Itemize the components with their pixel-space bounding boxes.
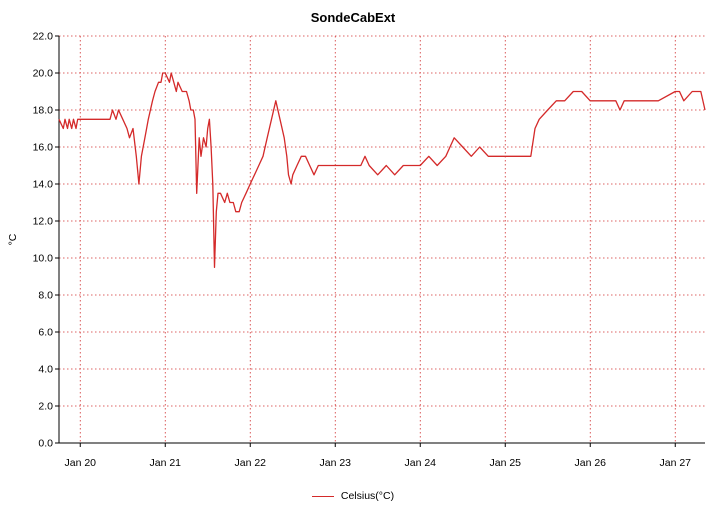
series-line [58, 72, 706, 268]
y-tick-label: 4.0 [38, 364, 53, 376]
y-tick-label: 20.0 [33, 68, 54, 80]
y-tick-label: 22.0 [33, 31, 54, 43]
series-layer [58, 72, 706, 268]
x-tick-label: Jan 23 [319, 457, 351, 469]
legend: Celsius(°C) [0, 490, 706, 502]
x-tick-label: Jan 22 [234, 457, 266, 469]
legend-swatch [311, 495, 334, 497]
y-tick-label: 6.0 [38, 327, 53, 339]
y-tick-label: 0.0 [38, 438, 53, 450]
y-axis-label: °C [7, 233, 19, 245]
x-tick-label: Jan 24 [404, 457, 436, 469]
x-tick-label: Jan 26 [574, 457, 606, 469]
y-tick-label: 8.0 [38, 290, 53, 302]
y-tick-label: 16.0 [33, 142, 54, 154]
grid [59, 35, 705, 443]
x-tick-label: Jan 27 [659, 457, 691, 469]
x-tick-label: Jan 20 [64, 457, 96, 469]
x-axis-ticks: Jan 20 Jan 21 Jan 22 Jan 23 Jan 24 Jan 25 Jan … [64, 443, 691, 469]
y-tick-label: 14.0 [33, 179, 54, 191]
chart-title: SondeCabExt [310, 10, 396, 25]
y-tick-label: 12.0 [33, 216, 54, 228]
x-tick-label: Jan 21 [149, 457, 181, 469]
x-tick-label: Jan 25 [489, 457, 521, 469]
legend-label: Celsius(°C) [340, 490, 395, 503]
y-tick-label: 2.0 [38, 401, 53, 413]
y-tick-label: 18.0 [33, 105, 54, 117]
y-tick-label: 10.0 [33, 253, 54, 265]
y-axis-ticks: 0.0 2.0 4.0 6.0 8.0 10.0 12.0 14.0 16.0 18.0 20.0 2… [33, 31, 59, 450]
